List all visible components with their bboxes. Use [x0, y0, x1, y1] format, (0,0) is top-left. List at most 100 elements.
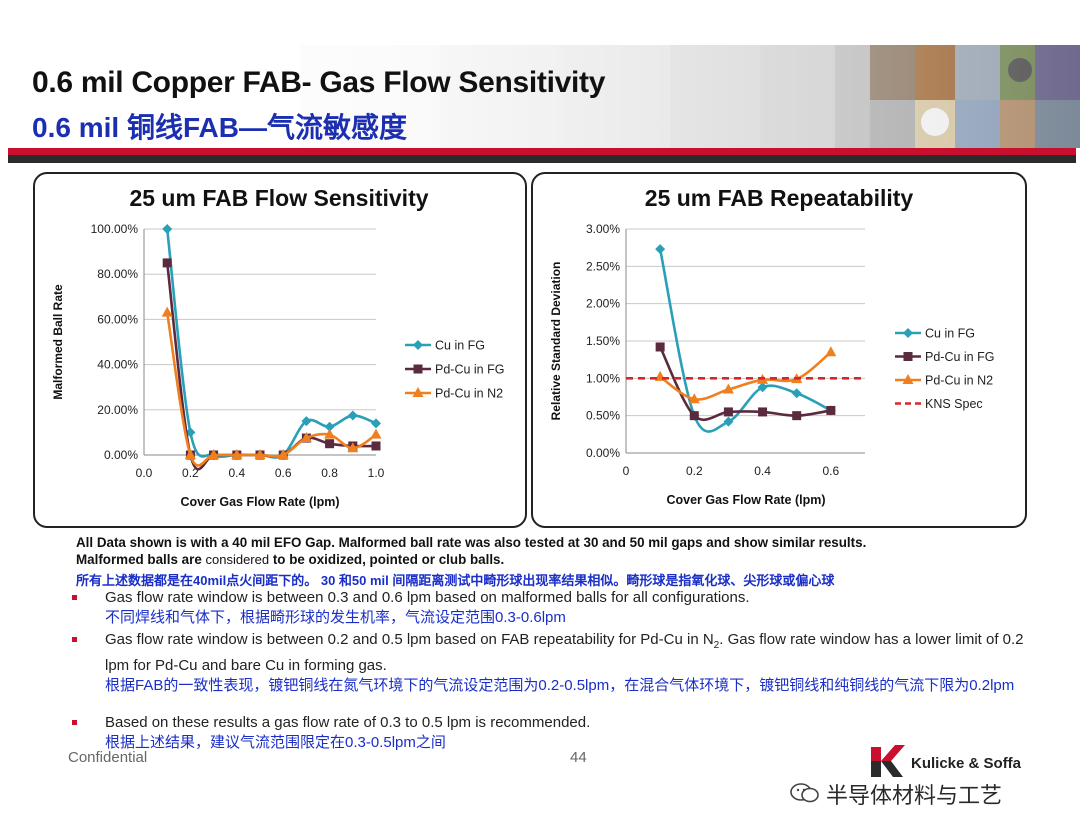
flow-chart-data-point [325, 439, 335, 449]
notes-line-2-a: Malformed balls are [76, 552, 206, 567]
repeat-chart-y-tick-label: 1.00% [586, 371, 620, 385]
header-collage-image [0, 0, 1080, 150]
repeat-chart-x-tick-label: 0.2 [686, 464, 703, 478]
repeat-chart-y-tick-label: 2.50% [586, 259, 620, 273]
repeat-chart-series-line-2 [659, 351, 832, 401]
flow-chart-y-tick-label: 40.00% [97, 358, 138, 372]
bullet-2-subscript: 2 [713, 640, 720, 651]
bullet-marker [72, 720, 77, 725]
flow-chart-series-line-0 [165, 228, 377, 459]
bullet-2-chinese: 根据FAB的一致性表现，镀钯铜线在氮气环境下的气流设定范围为0.2-0.5lpm… [105, 677, 1015, 694]
data-notes-chinese: 所有上述数据都是在40mil点火间距下的。 30 和50 mil 间隔距离测试中… [76, 573, 835, 588]
repeat-chart-x-tick-label: 0 [623, 464, 630, 478]
repeat-chart-data-point [688, 393, 700, 404]
flow-chart-legend-marker [413, 364, 423, 374]
repeat-chart-legend-marker [902, 374, 914, 384]
flow-chart-legend-label: Pd-Cu in N2 [435, 387, 503, 401]
repeat-chart-legend-label: Cu in FG [925, 327, 975, 341]
notes-line-2-c: to be oxidized, pointed or club balls. [269, 552, 505, 567]
repeat-chart-y-tick-label: 0.50% [586, 409, 620, 423]
wechat-icon [790, 783, 819, 803]
flow-chart-legend-label: Pd-Cu in FG [435, 363, 504, 377]
flow-chart-data-point [184, 449, 196, 459]
header-background [0, 0, 1080, 150]
flow-chart-data-point [161, 306, 173, 317]
flow-chart-x-axis-label: Cover Gas Flow Rate (lpm) [180, 495, 339, 509]
bullet-2-text: Gas flow rate window is between 0.2 and … [105, 630, 1025, 676]
repeat-chart-legend-marker [903, 328, 913, 338]
repeat-chart-data-point [689, 411, 699, 421]
header-red-bar [8, 148, 1076, 155]
repeat-chart-data-point [826, 405, 836, 415]
flow-chart-x-tick-label: 0.4 [228, 466, 245, 480]
repeat-chart-data-point [758, 407, 768, 417]
repeat-chart-title: 25 um FAB Repeatability [645, 185, 914, 211]
repeat-chart-x-axis-label: Cover Gas Flow Rate (lpm) [666, 493, 825, 507]
flow-chart-y-tick-label: 60.00% [97, 312, 138, 326]
flow-chart-data-point [371, 418, 381, 429]
flow-chart-data-point [371, 441, 381, 451]
flow-chart-data-point [162, 258, 172, 268]
watermark-text: 半导体材料与工艺 [826, 784, 1003, 809]
flow-chart-title: 25 um FAB Flow Sensitivity [129, 185, 428, 211]
repeat-chart-data-point [723, 416, 734, 427]
repeat-chart-y-tick-label: 2.00% [586, 297, 620, 311]
flow-chart-x-tick-label: 0.0 [136, 466, 153, 480]
ks-logo-icon [871, 745, 905, 777]
flow-chart-y-axis-label: Malformed Ball Rate [51, 284, 65, 400]
header-dark-bar [8, 155, 1076, 163]
notes-line-1: All Data shown is with a 40 mil EFO Gap.… [76, 535, 867, 550]
repeat-chart-y-axis-label: Relative Standard Deviation [549, 262, 563, 421]
repeat-chart-data-point [722, 383, 734, 394]
repeat-chart-data-point [791, 388, 802, 399]
flow-chart-data-point [208, 449, 220, 459]
data-notes: All Data shown is with a 40 mil EFO Gap.… [76, 534, 1036, 568]
bullet-1-text: Gas flow rate window is between 0.3 and … [105, 589, 750, 606]
repeat-chart-legend-label: Pd-Cu in FG [925, 350, 994, 364]
flow-chart-legend-marker [413, 340, 423, 350]
notes-line-2-b: considered [205, 552, 270, 567]
repeat-chart-y-tick-label: 3.00% [586, 222, 620, 236]
flow-sensitivity-chart: 25 um FAB Flow Sensitivity 0.00% 20.00% 40.… [33, 172, 527, 528]
repeat-chart-data-point [757, 382, 768, 393]
flow-chart-data-point [254, 449, 266, 459]
flow-chart-data-point [277, 449, 289, 459]
flow-chart-legend-marker [412, 387, 424, 397]
flow-chart-series-line-2 [165, 312, 377, 467]
flow-chart-x-tick-label: 1.0 [368, 466, 385, 480]
slide-title: 0.6 mil Copper FAB- Gas Flow Sensitivity [32, 66, 606, 99]
flow-chart-x-tick-label: 0.2 [182, 466, 199, 480]
repeat-chart-data-point [723, 407, 733, 417]
repeatability-chart-svg: 25 um FAB Repeatability 0.00% 0.50% 1.00% 1.… [549, 185, 994, 507]
flow-chart-x-tick-label: 0.8 [321, 466, 338, 480]
flow-chart-data-point [324, 421, 335, 432]
repeat-chart-data-point [825, 346, 837, 357]
bullet-2-text-a: Gas flow rate window is between 0.2 and … [105, 631, 714, 648]
bullet-1-chinese: 不同焊线和气体下，根据畸形球的发生机率，气流设定范围0.3-0.6lpm [105, 609, 566, 626]
notes-line-2: Malformed balls are considered to be oxi… [76, 551, 1036, 568]
bullet-2-text-b: . Gas flow rate window has a lower limit… [105, 631, 1024, 674]
company-logo: Kulicke & Soffa [869, 741, 1039, 781]
flow-sensitivity-chart-svg: 25 um FAB Flow Sensitivity 0.00% 20.00% 40.… [51, 185, 504, 509]
footer-confidential: Confidential [68, 749, 148, 766]
flow-chart-y-tick-label: 80.00% [97, 267, 138, 281]
flow-chart-data-point [300, 432, 312, 443]
repeat-chart-y-tick-label: 0.00% [586, 446, 620, 460]
flow-chart-legend-label: Cu in FG [435, 339, 485, 353]
flow-chart-data-point [347, 410, 358, 421]
flow-chart-series-line-1 [165, 262, 377, 471]
repeat-chart-data-point [655, 342, 665, 352]
page-number: 44 [570, 749, 587, 766]
slide-title-chinese: 0.6 mil 铜线FAB—气流敏感度 [32, 112, 407, 143]
repeat-chart-x-tick-label: 0.4 [754, 464, 771, 478]
repeat-chart-y-tick-label: 1.50% [586, 334, 620, 348]
repeat-chart-legend-marker [903, 352, 913, 361]
flow-chart-data-point [162, 224, 173, 234]
flow-chart-x-tick-label: 0.6 [275, 466, 292, 480]
flow-chart-data-point [301, 416, 312, 427]
flow-chart-data-point [324, 428, 336, 439]
flow-chart-data-point [347, 442, 359, 453]
repeatability-chart: 25 um FAB Repeatability 0.00% 0.50% 1.00% 1.… [531, 172, 1027, 528]
bullet-marker [72, 637, 77, 642]
repeat-chart-data-point [792, 411, 802, 421]
